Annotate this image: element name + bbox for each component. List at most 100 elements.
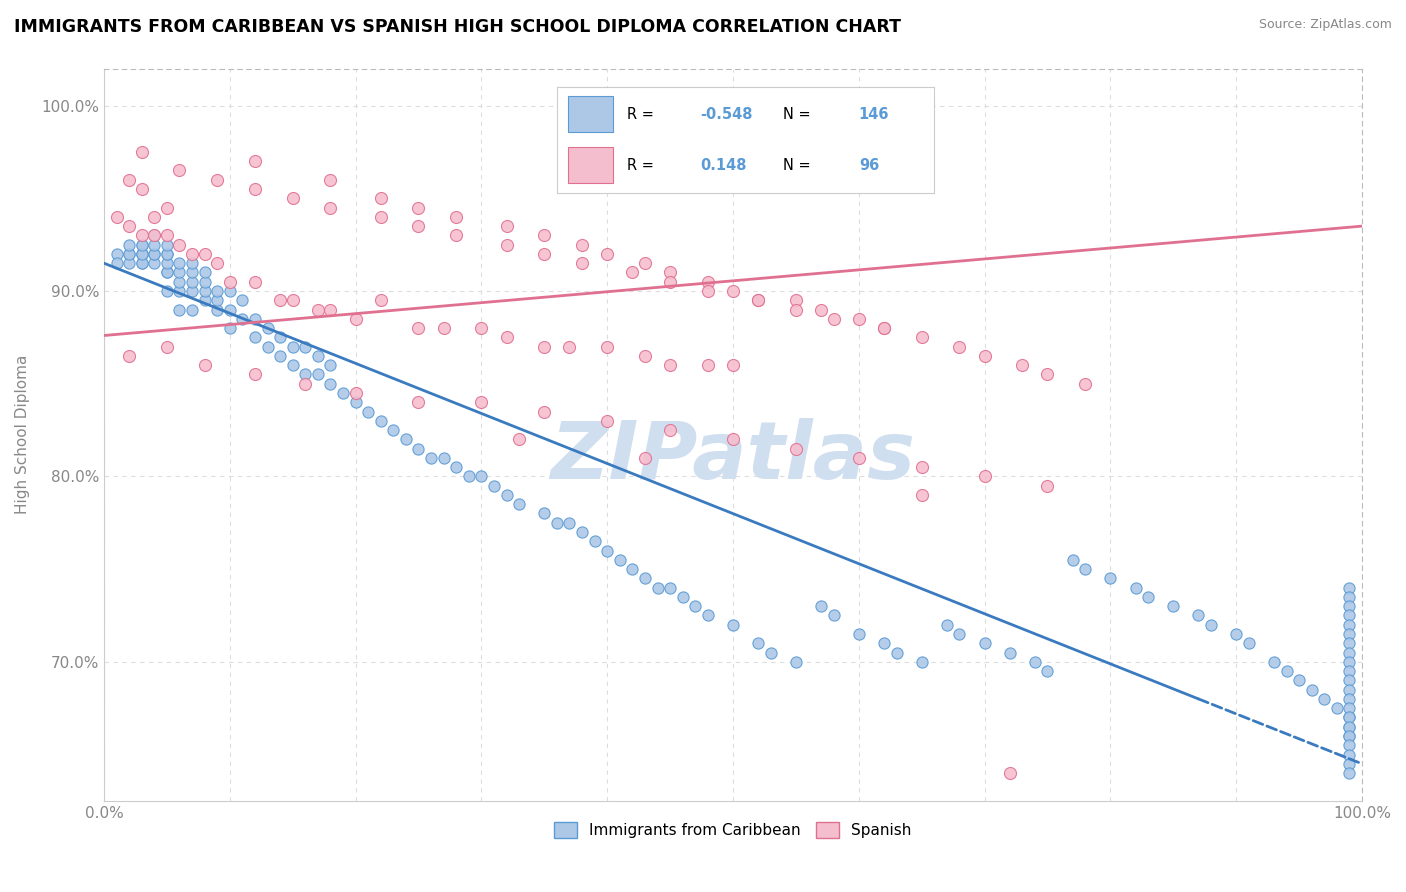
Point [747,636,769,650]
Point [1339,617,1361,632]
Point [205,284,228,298]
Point [1339,738,1361,752]
Point [1339,590,1361,604]
Point [118,173,141,187]
Point [785,293,807,308]
Point [269,349,291,363]
Point [1024,655,1046,669]
Point [169,275,191,289]
Point [810,302,832,317]
Point [143,210,166,224]
Point [131,237,153,252]
Point [1326,701,1348,715]
Point [269,330,291,344]
Point [1263,655,1285,669]
Point [194,247,217,261]
Point [583,534,606,549]
Point [118,219,141,233]
Point [659,265,682,279]
Point [319,201,342,215]
Point [482,478,505,492]
Point [659,358,682,372]
Point [1339,766,1361,780]
Point [571,524,593,539]
Point [1199,617,1222,632]
Point [218,275,240,289]
Point [156,340,179,354]
Point [998,766,1021,780]
Point [823,608,845,623]
Point [143,228,166,243]
Point [181,247,204,261]
Point [156,284,179,298]
Point [444,228,467,243]
Point [281,293,304,308]
Point [609,553,631,567]
Point [118,247,141,261]
Point [911,655,934,669]
Point [1339,599,1361,614]
Point [1339,655,1361,669]
Point [1339,581,1361,595]
Point [1225,627,1247,641]
Point [596,340,619,354]
Point [370,191,392,205]
Point [546,516,568,530]
Point [156,247,179,261]
Point [873,636,896,650]
Point [382,423,405,437]
Point [558,340,581,354]
Point [1301,682,1323,697]
Point [533,507,555,521]
Point [156,247,179,261]
Point [873,321,896,335]
Point [1339,646,1361,660]
Point [1161,599,1184,614]
Point [948,340,970,354]
Point [205,302,228,317]
Point [873,321,896,335]
Point [370,293,392,308]
Point [1125,581,1147,595]
Point [785,442,807,456]
Point [307,302,329,317]
Point [269,293,291,308]
Point [218,284,240,298]
Point [194,358,217,372]
Point [1187,608,1209,623]
Point [948,627,970,641]
Point [470,321,492,335]
Legend: Immigrants from Caribbean, Spanish: Immigrants from Caribbean, Spanish [548,816,918,845]
Point [848,627,870,641]
Point [143,237,166,252]
Point [444,210,467,224]
Point [1339,701,1361,715]
Point [194,284,217,298]
Point [243,368,266,382]
Point [1036,478,1059,492]
Point [243,311,266,326]
Point [118,349,141,363]
Point [357,404,380,418]
Point [131,237,153,252]
Point [433,450,456,465]
Point [408,442,430,456]
Point [143,247,166,261]
Point [105,210,128,224]
Point [169,265,191,279]
Point [395,433,418,447]
Point [344,395,367,409]
Point [1339,608,1361,623]
Point [759,646,782,660]
Point [1339,720,1361,734]
Point [231,311,253,326]
Point [344,386,367,401]
Point [470,395,492,409]
Point [169,284,191,298]
Point [319,358,342,372]
Point [935,617,957,632]
Point [307,368,329,382]
Point [181,256,204,270]
Point [408,201,430,215]
Point [181,265,204,279]
